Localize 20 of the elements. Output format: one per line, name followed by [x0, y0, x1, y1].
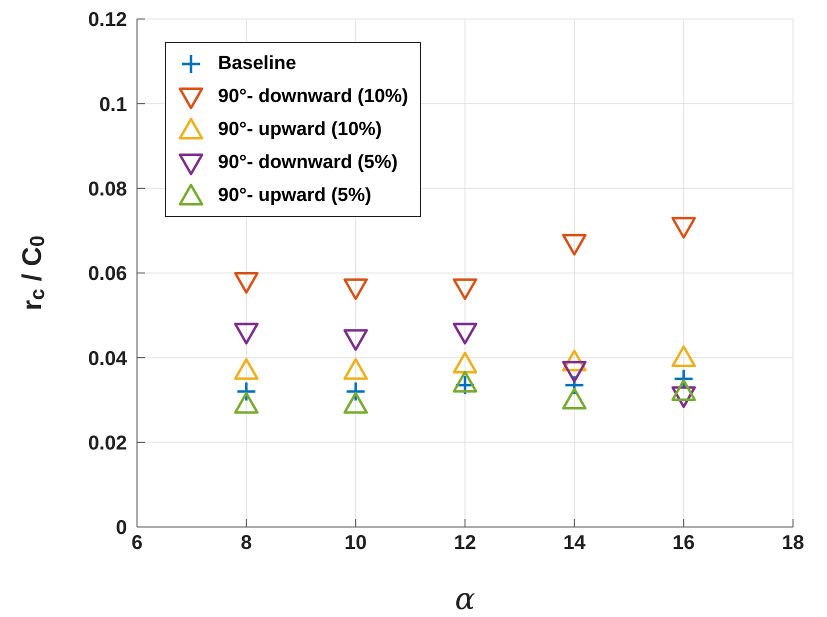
x-tick-label: 8 [240, 532, 252, 554]
legend-label: 90°- upward (5%) [218, 184, 372, 206]
y-tick-label: 0.02 [88, 432, 127, 454]
legend-label: 90°- upward (10%) [218, 118, 382, 140]
legend-label: Baseline [218, 52, 296, 74]
legend-label: 90°- downward (10%) [218, 86, 408, 108]
y-tick-label: 0.1 [99, 94, 127, 116]
y-tick-label: 0.04 [88, 348, 128, 370]
y-tick-label: 0.06 [88, 263, 127, 286]
x-tick-label: 10 [344, 532, 367, 554]
y-tick-label: 0.12 [88, 9, 127, 32]
x-tick-label: 6 [131, 532, 143, 554]
legend-label: 90°- downward (5%) [218, 152, 398, 174]
x-tick-label: 18 [782, 532, 804, 554]
x-tick-label: 14 [563, 532, 586, 554]
x-tick-label: 12 [454, 532, 476, 554]
y-tick-label: 0 [116, 517, 127, 540]
x-axis-title: α [454, 582, 476, 617]
x-tick-label: 16 [672, 532, 695, 554]
y-tick-label: 0.08 [88, 178, 127, 200]
